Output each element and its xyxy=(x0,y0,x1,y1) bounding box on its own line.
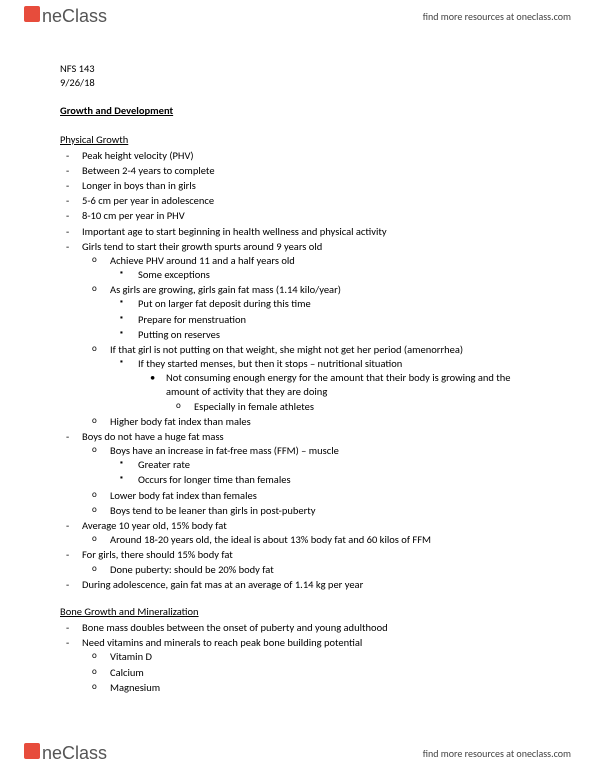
list-item-text: Average 10 year old, 15% body fat xyxy=(82,519,227,532)
list-level-0: Peak height velocity (PHV) Between 2-4 ye… xyxy=(60,149,535,592)
list-item-text: Between 2-4 years to complete xyxy=(82,164,215,177)
list-item-text: Lower body fat index than females xyxy=(110,489,257,502)
list-level-1: Boys have an increase in fat-free mass (… xyxy=(82,444,535,518)
list-item: Important age to start beginning in heal… xyxy=(82,225,535,239)
list-level-4: Especially in female athletes xyxy=(166,400,535,414)
document-title: Growth and Development xyxy=(60,104,535,118)
list-item-text: Greater rate xyxy=(138,458,190,471)
document-date: 9/26/18 xyxy=(60,76,535,90)
list-item: 8-10 cm per year in PHV xyxy=(82,209,535,223)
list-item: If that girl is not putting on that weig… xyxy=(110,343,535,414)
header-tagline: find more resources at oneclass.com xyxy=(423,10,571,23)
list-level-1: Around 18-20 years old, the ideal is abo… xyxy=(82,533,535,547)
list-item: Girls tend to start their growth spurts … xyxy=(82,240,535,429)
list-item-text: Around 18-20 years old, the ideal is abo… xyxy=(110,533,431,546)
list-level-2: Some exceptions xyxy=(110,268,535,282)
list-item-text: Need vitamins and minerals to reach peak… xyxy=(82,636,362,649)
list-item-text: Putting on reserves xyxy=(138,328,220,341)
list-item: During adolescence, gain fat mas at an a… xyxy=(82,578,535,592)
list-level-1: Vitamin D Calcium Magnesium xyxy=(82,650,535,695)
list-item-text: Higher body fat index than males xyxy=(110,415,251,428)
list-item: Prepare for menstruation xyxy=(138,313,535,327)
section-heading: Physical Growth xyxy=(60,133,535,147)
list-item: Lower body fat index than females xyxy=(110,489,535,503)
list-item: Putting on reserves xyxy=(138,328,535,342)
list-item: Calcium xyxy=(110,666,535,680)
list-item-text: Not consuming enough energy for the amou… xyxy=(166,371,511,398)
brand-name: neClass xyxy=(42,6,107,27)
list-item: Greater rate xyxy=(138,458,535,472)
list-item-text: Boys tend to be leaner than girls in pos… xyxy=(110,504,316,517)
list-level-2: Put on larger fat deposit during this ti… xyxy=(110,297,535,342)
list-item-text: Calcium xyxy=(110,666,144,679)
list-item-text: Girls tend to start their growth spurts … xyxy=(82,240,322,253)
list-level-3: Not consuming enough energy for the amou… xyxy=(138,371,535,414)
list-item: As girls are growing, girls gain fat mas… xyxy=(110,283,535,342)
list-item: Around 18-20 years old, the ideal is abo… xyxy=(110,533,535,547)
logo-square-icon xyxy=(24,6,40,22)
list-item-text: Put on larger fat deposit during this ti… xyxy=(138,297,311,310)
brand-logo-footer: neClass xyxy=(24,743,107,764)
list-item: Bone mass doubles between the onset of p… xyxy=(82,621,535,635)
list-item-text: Done puberty: should be 20% body fat xyxy=(110,563,274,576)
list-item: Peak height velocity (PHV) xyxy=(82,149,535,163)
list-item: If they started menses, but then it stop… xyxy=(138,357,535,414)
list-item-text: Peak height velocity (PHV) xyxy=(82,149,194,162)
list-item-text: Especially in female athletes xyxy=(194,400,314,413)
list-level-0: Bone mass doubles between the onset of p… xyxy=(60,621,535,695)
list-item-text: For girls, there should 15% body fat xyxy=(82,548,233,561)
section-heading: Bone Growth and Mineralization xyxy=(60,605,535,619)
list-level-1: Achieve PHV around 11 and a half years o… xyxy=(82,254,535,429)
list-item: Higher body fat index than males xyxy=(110,415,535,429)
list-level-1: Done puberty: should be 20% body fat xyxy=(82,563,535,577)
list-item-text: Occurs for longer time than females xyxy=(138,473,291,486)
list-item: Average 10 year old, 15% body fatAround … xyxy=(82,519,535,547)
list-item: Boys have an increase in fat-free mass (… xyxy=(110,444,535,488)
document-body: NFS 143 9/26/18 Growth and Development P… xyxy=(0,32,595,706)
list-item-text: Boys do not have a huge fat mass xyxy=(82,430,224,443)
list-item: 5-6 cm per year in adolescence xyxy=(82,194,535,208)
brand-logo: neClass xyxy=(24,6,107,27)
list-item-text: Some exceptions xyxy=(138,268,210,281)
list-item: Not consuming enough energy for the amou… xyxy=(166,371,535,414)
list-item: Achieve PHV around 11 and a half years o… xyxy=(110,254,535,282)
list-item: Especially in female athletes xyxy=(194,400,535,414)
list-item: For girls, there should 15% body fat Done… xyxy=(82,548,535,576)
list-item: Boys do not have a huge fat massBoys hav… xyxy=(82,430,535,518)
course-code: NFS 143 xyxy=(60,62,535,76)
list-item: Magnesium xyxy=(110,681,535,695)
footer-tagline: find more resources at oneclass.com xyxy=(423,747,571,760)
list-item: Boys tend to be leaner than girls in pos… xyxy=(110,504,535,518)
list-level-2: Greater rate Occurs for longer time than … xyxy=(110,458,535,487)
list-item-text: Bone mass doubles between the onset of p… xyxy=(82,621,388,634)
brand-name-footer: neClass xyxy=(42,743,107,764)
list-item-text: Boys have an increase in fat-free mass (… xyxy=(110,444,339,457)
list-item-text: As girls are growing, girls gain fat mas… xyxy=(110,283,341,296)
list-item-text: 8-10 cm per year in PHV xyxy=(82,209,185,222)
page-footer: neClass find more resources at oneclass.… xyxy=(0,739,595,770)
list-item-text: Important age to start beginning in heal… xyxy=(82,225,387,238)
list-item-text: Magnesium xyxy=(110,681,160,694)
list-item: Need vitamins and minerals to reach peak… xyxy=(82,636,535,695)
list-item-text: If they started menses, but then it stop… xyxy=(138,357,402,370)
list-level-2: If they started menses, but then it stop… xyxy=(110,357,535,414)
list-item-text: Achieve PHV around 11 and a half years o… xyxy=(110,254,295,267)
page-header: neClass find more resources at oneclass.… xyxy=(0,0,595,32)
list-item: Some exceptions xyxy=(138,268,535,282)
logo-square-icon xyxy=(24,743,40,759)
list-item: Occurs for longer time than females xyxy=(138,473,535,487)
list-item-text: 5-6 cm per year in adolescence xyxy=(82,194,214,207)
list-item: Longer in boys than in girls xyxy=(82,179,535,193)
list-item-text: Vitamin D xyxy=(110,650,152,663)
list-item: Done puberty: should be 20% body fat xyxy=(110,563,535,577)
list-item-text: Prepare for menstruation xyxy=(138,313,246,326)
list-item-text: If that girl is not putting on that weig… xyxy=(110,343,463,356)
list-item: Vitamin D xyxy=(110,650,535,664)
list-item-text: Longer in boys than in girls xyxy=(82,179,196,192)
list-item: Between 2-4 years to complete xyxy=(82,164,535,178)
list-item-text: During adolescence, gain fat mas at an a… xyxy=(82,578,363,591)
list-item: Put on larger fat deposit during this ti… xyxy=(138,297,535,311)
sections-container: Physical Growth Peak height velocity (PHV… xyxy=(60,133,535,695)
